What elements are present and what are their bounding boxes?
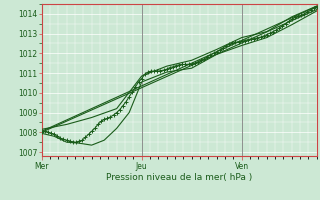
X-axis label: Pression niveau de la mer( hPa ): Pression niveau de la mer( hPa ) [106, 173, 252, 182]
